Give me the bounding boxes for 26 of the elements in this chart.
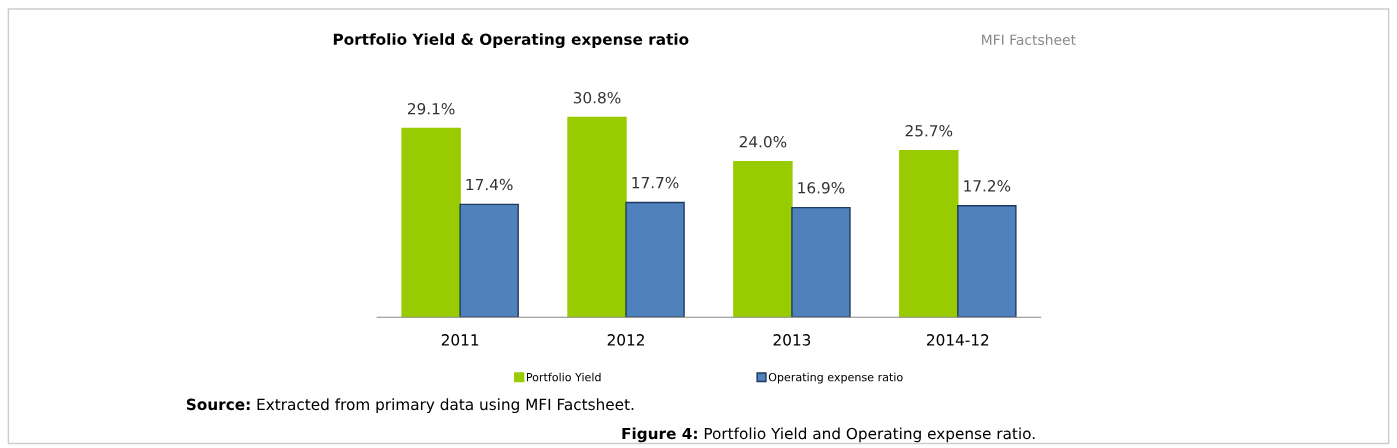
bar [401, 127, 461, 318]
data-label: 24.0% [739, 136, 787, 148]
data-label: 17.2% [964, 180, 1011, 192]
data-label: 25.7% [905, 124, 953, 137]
bar [791, 206, 851, 318]
caption: Figure 4: Portfolio Yield and Operating expense ratio. [622, 427, 1035, 443]
bar [625, 201, 685, 318]
x-tick-label: 2014-12 [927, 334, 989, 346]
legend-label: Portfolio Yield [526, 372, 601, 382]
bar [733, 160, 793, 318]
bar [459, 203, 519, 318]
chart-title: Portfolio Yield & Operating expense ratio [333, 33, 689, 49]
legend-label: Operating expense ratio [768, 372, 903, 384]
text: MFI Factsheet [982, 34, 1076, 45]
bar [899, 149, 959, 318]
data-label: 29.1% [407, 102, 455, 115]
source-note: Source: Extracted from primary data using MFI Factsheet. [186, 398, 634, 414]
data-label: 16.9% [798, 182, 845, 194]
x-tick-label: 2013 [773, 334, 811, 346]
bar [957, 205, 1017, 318]
data-label: 30.8% [573, 91, 621, 104]
data-label: 17.7% [632, 176, 679, 189]
x-tick-label: 2012 [607, 334, 644, 346]
x-tick-label: 2011 [441, 334, 479, 346]
bar [567, 116, 627, 318]
data-label: 17.4% [466, 178, 513, 191]
